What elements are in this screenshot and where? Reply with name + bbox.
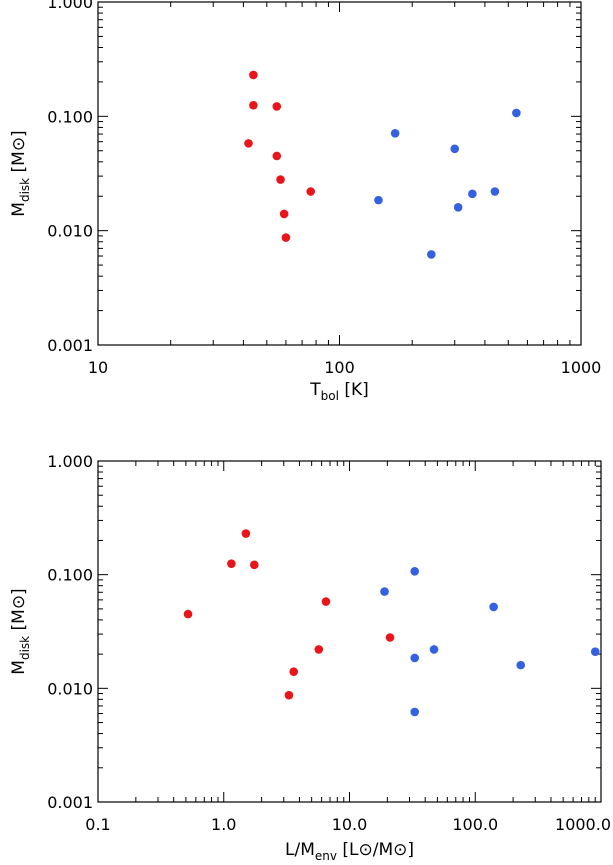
data-point <box>183 609 193 619</box>
data-point <box>410 653 420 663</box>
y-axis-title-unit: [M⊙] <box>9 588 29 636</box>
data-point <box>244 139 253 148</box>
data-point <box>410 707 420 717</box>
y-axis-title: Mdisk [M⊙] <box>9 130 32 216</box>
data-point <box>241 529 251 538</box>
x-tick-label: 10.0 <box>332 815 368 834</box>
data-point <box>429 645 439 654</box>
data-series-2 <box>380 567 600 717</box>
y-tick-label: 0.100 <box>47 107 93 126</box>
y-tick-label: 0.001 <box>47 336 93 355</box>
x-axis-title-main: T <box>309 380 321 400</box>
x-axis-title-sub: env <box>315 849 337 863</box>
data-point <box>590 647 600 657</box>
data-point <box>272 102 282 111</box>
data-point <box>385 633 395 642</box>
data-point <box>249 100 258 110</box>
plot-panel-2: 0.1 1.0 10.0 100.0 1000.0 0.001 0.010 0.100 1.00… <box>9 452 611 863</box>
x-tick-label: 10 <box>88 358 108 377</box>
data-point <box>281 233 291 242</box>
x-axis-title-unit: [L⊙/M⊙] <box>337 840 414 860</box>
data-point <box>249 70 258 80</box>
y-tick-label: 0.010 <box>47 222 93 241</box>
data-point <box>453 203 463 212</box>
data-series-1 <box>244 70 316 242</box>
data-point <box>250 560 259 570</box>
x-tick-label: 0.1 <box>85 815 110 834</box>
data-point <box>489 602 498 612</box>
y-tick-label: 0.001 <box>47 793 93 812</box>
x-axis-title: Tbol [K] <box>309 380 369 403</box>
data-point <box>276 175 285 184</box>
data-point <box>314 645 324 654</box>
data-point <box>410 567 420 576</box>
data-point <box>390 129 400 138</box>
data-point <box>516 660 526 670</box>
y-axis-title-main: M <box>9 660 29 675</box>
y-axis-title-sub: disk <box>18 636 32 660</box>
x-tick-label: 1000 <box>561 358 602 377</box>
x-axis-title: L/Menv [L⊙/M⊙] <box>285 840 414 863</box>
y-axis-title: Mdisk [M⊙] <box>9 588 32 674</box>
x-tick-label: 100.0 <box>452 815 498 834</box>
data-point <box>468 189 477 199</box>
data-point <box>289 667 299 677</box>
data-point <box>512 108 521 118</box>
x-axis-title-sub: bol <box>321 389 339 403</box>
y-axis-title-unit: [M⊙] <box>9 130 29 178</box>
y-tick-label: 0.010 <box>47 679 93 698</box>
y-tick-label: 1.000 <box>47 452 93 471</box>
plot-frame <box>97 1 582 346</box>
y-tick-label: 0.100 <box>47 566 93 585</box>
data-point <box>380 587 389 596</box>
data-point <box>374 195 383 205</box>
x-axis-title-main: L/M <box>285 840 315 860</box>
data-point <box>490 187 500 196</box>
data-point <box>321 597 331 606</box>
plot-frame <box>97 460 602 803</box>
data-point <box>227 559 236 568</box>
y-tick-label: 1.000 <box>47 0 93 12</box>
y-axis-title-main: M <box>9 202 29 217</box>
data-point <box>450 144 460 154</box>
x-tick-label: 100 <box>324 358 355 377</box>
data-series-1 <box>183 529 395 700</box>
plot-panel-1: 10 100 1000 0.001 0.010 0.100 1.000 Tbol [K] Mdi… <box>9 0 601 403</box>
data-point <box>272 151 282 161</box>
y-axis-title-sub: disk <box>18 178 32 202</box>
data-point <box>306 187 316 196</box>
x-tick-label: 1.0 <box>211 815 236 834</box>
data-point <box>279 209 289 219</box>
data-point <box>427 250 436 259</box>
x-tick-label: 1000.0 <box>555 815 611 834</box>
x-axis-title-unit: [K] <box>339 380 369 400</box>
data-series-2 <box>374 108 521 259</box>
data-point <box>284 690 294 700</box>
